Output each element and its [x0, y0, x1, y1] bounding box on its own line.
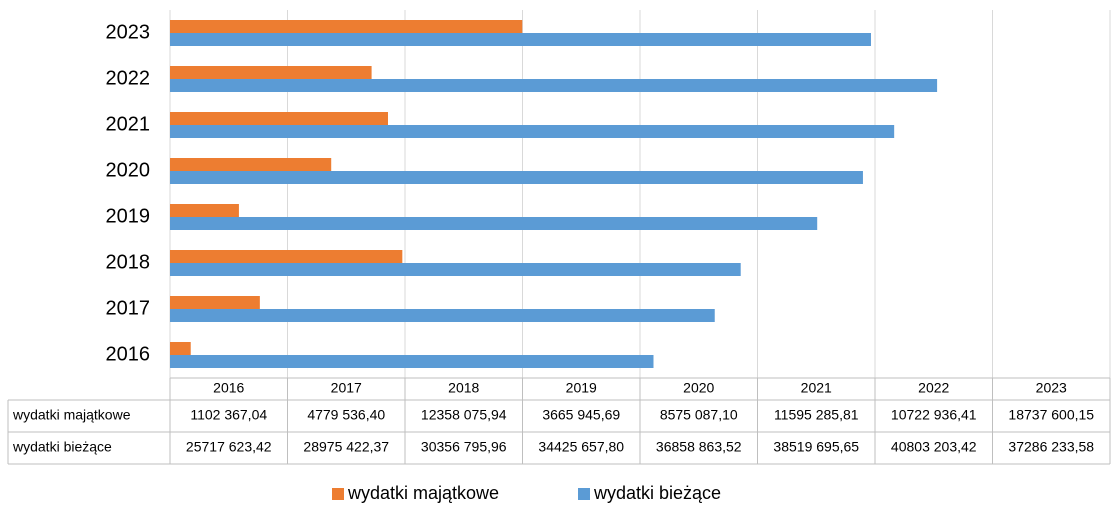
- bar: [170, 263, 741, 276]
- table-cell: 34425 657,80: [538, 439, 624, 455]
- bar: [170, 125, 895, 138]
- table-cell: 40803 203,42: [891, 439, 977, 455]
- y-tick-label: 2019: [106, 205, 151, 227]
- table-cell: 1102 367,04: [190, 407, 267, 423]
- table-cell: 30356 795,96: [421, 439, 507, 455]
- table-cell: 25717 623,42: [186, 439, 272, 455]
- bar: [170, 20, 523, 33]
- bar: [170, 112, 388, 125]
- bar: [170, 355, 654, 368]
- legend-swatch: [332, 488, 344, 500]
- table-header: 2019: [566, 380, 597, 396]
- table-header: 2017: [331, 380, 362, 396]
- table-cell: 10722 936,41: [891, 407, 977, 423]
- table-cell: 3665 945,69: [542, 407, 620, 423]
- bar: [170, 296, 260, 309]
- y-tick-label: 2023: [106, 21, 151, 43]
- table-header: 2020: [683, 380, 714, 396]
- table-header: 2021: [801, 380, 832, 396]
- table-cell: 8575 087,10: [660, 407, 738, 423]
- table-cell: 18737 600,15: [1008, 407, 1094, 423]
- legend-swatch: [578, 488, 590, 500]
- legend-label: wydatki majątkowe: [347, 483, 499, 503]
- table-cell: 37286 233,58: [1008, 439, 1094, 455]
- bar: [170, 309, 715, 322]
- y-tick-label: 2022: [106, 67, 151, 89]
- bar: [170, 171, 863, 184]
- table-cell: 28975 422,37: [303, 439, 389, 455]
- y-tick-label: 2021: [106, 113, 151, 135]
- bar: [170, 342, 191, 355]
- bar: [170, 33, 871, 46]
- table-cell: 11595 285,81: [774, 407, 859, 423]
- bar: [170, 204, 239, 217]
- y-tick-label: 2020: [106, 159, 151, 181]
- table-cell: 4779 536,40: [307, 407, 385, 423]
- y-tick-label: 2016: [106, 343, 151, 365]
- table-row-label: wydatki majątkowe: [12, 407, 131, 423]
- table-row-label: wydatki bieżące: [12, 439, 112, 455]
- bar: [170, 217, 818, 230]
- bar: [170, 250, 403, 263]
- bar: [170, 79, 938, 92]
- table-cell: 36858 863,52: [656, 439, 742, 455]
- y-tick-label: 2018: [106, 251, 151, 273]
- table-header: 2016: [213, 380, 244, 396]
- table-header: 2023: [1036, 380, 1067, 396]
- table-header: 2018: [448, 380, 479, 396]
- bar: [170, 158, 332, 171]
- table-cell: 38519 695,65: [773, 439, 859, 455]
- legend-label: wydatki bieżące: [593, 483, 721, 503]
- y-tick-label: 2017: [106, 297, 151, 319]
- table-cell: 12358 075,94: [421, 407, 507, 423]
- table-header: 2022: [918, 380, 949, 396]
- bar: [170, 66, 372, 79]
